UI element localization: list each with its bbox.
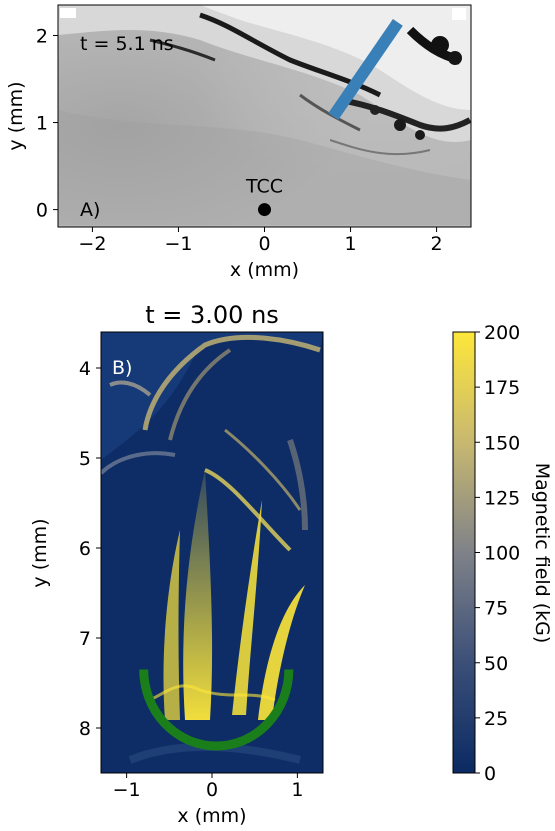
colorbar-ticks: 0 25 50 75 100 125 150 175 200 [475, 322, 520, 785]
y-tick-label: 8 [79, 718, 91, 740]
measurement-segment [328, 19, 403, 120]
y-tick-label: 5 [79, 448, 91, 470]
tcc-label: TCC [245, 176, 283, 198]
colorbar: 0 25 50 75 100 125 150 175 200 Magnetic field (k… [452, 322, 553, 785]
panel-a-xlabel: x (mm) [230, 259, 299, 281]
panel-a-yticks: 0 1 2 [36, 25, 58, 222]
panel-b: −1 0 1 4 5 6 7 8 t = 3.00 ns B) x (mm) y (mm) [29, 301, 324, 827]
colorbar-tick-label: 125 [484, 487, 520, 509]
panel-a-xticks: −2 −1 0 1 2 [78, 227, 443, 255]
y-tick-label: 1 [36, 113, 48, 135]
x-tick-label: 0 [206, 779, 218, 801]
panel-a-image [58, 5, 471, 227]
panel-a: TCC −2 −1 0 1 2 0 1 2 t = 5.1 ns A) x (mm) y (… [5, 4, 472, 281]
panel-a-marks: TCC [245, 19, 403, 217]
colorbar-tick-label: 75 [484, 598, 508, 620]
y-tick-label: 4 [79, 358, 91, 380]
x-tick-label: 1 [291, 779, 303, 801]
tcc-marker [258, 203, 271, 217]
colorbar-tick-label: 200 [484, 322, 520, 344]
colorbar-tick-label: 175 [484, 377, 520, 399]
panel-a-annotation: t = 5.1 ns [80, 33, 174, 55]
panel-b-ylabel: y (mm) [29, 518, 51, 587]
y-tick-label: 7 [79, 628, 91, 650]
panel-b-xlabel: x (mm) [177, 805, 246, 827]
y-tick-label: 0 [36, 200, 48, 222]
colorbar-tick-label: 100 [484, 543, 520, 565]
y-tick-label: 2 [36, 25, 48, 47]
panel-b-xticks: −1 0 1 [113, 773, 303, 801]
x-tick-label: −2 [78, 233, 106, 255]
x-tick-label: −1 [113, 779, 141, 801]
panel-b-yticks: 4 5 6 7 8 [79, 358, 101, 740]
colorbar-tick-label: 150 [484, 432, 520, 454]
x-tick-label: −1 [164, 233, 192, 255]
panel-b-title: t = 3.00 ns [145, 301, 279, 329]
panel-b-marks [139, 669, 294, 751]
x-tick-label: 1 [344, 233, 356, 255]
panel-a-label: A) [80, 199, 100, 221]
colorbar-tick-label: 25 [484, 708, 508, 730]
target-arc [139, 669, 294, 751]
colorbar-label: Magnetic field (kG) [531, 463, 553, 644]
x-tick-label: 2 [431, 233, 443, 255]
colorbar-gradient [452, 331, 476, 774]
x-tick-label: 0 [258, 233, 270, 255]
y-tick-label: 6 [79, 538, 91, 560]
panel-b-label: B) [112, 357, 132, 379]
colorbar-tick-label: 50 [484, 653, 508, 675]
panel-a-ylabel: y (mm) [5, 81, 27, 150]
colorbar-tick-label: 0 [484, 763, 496, 785]
panel-b-heatmap [101, 332, 323, 773]
